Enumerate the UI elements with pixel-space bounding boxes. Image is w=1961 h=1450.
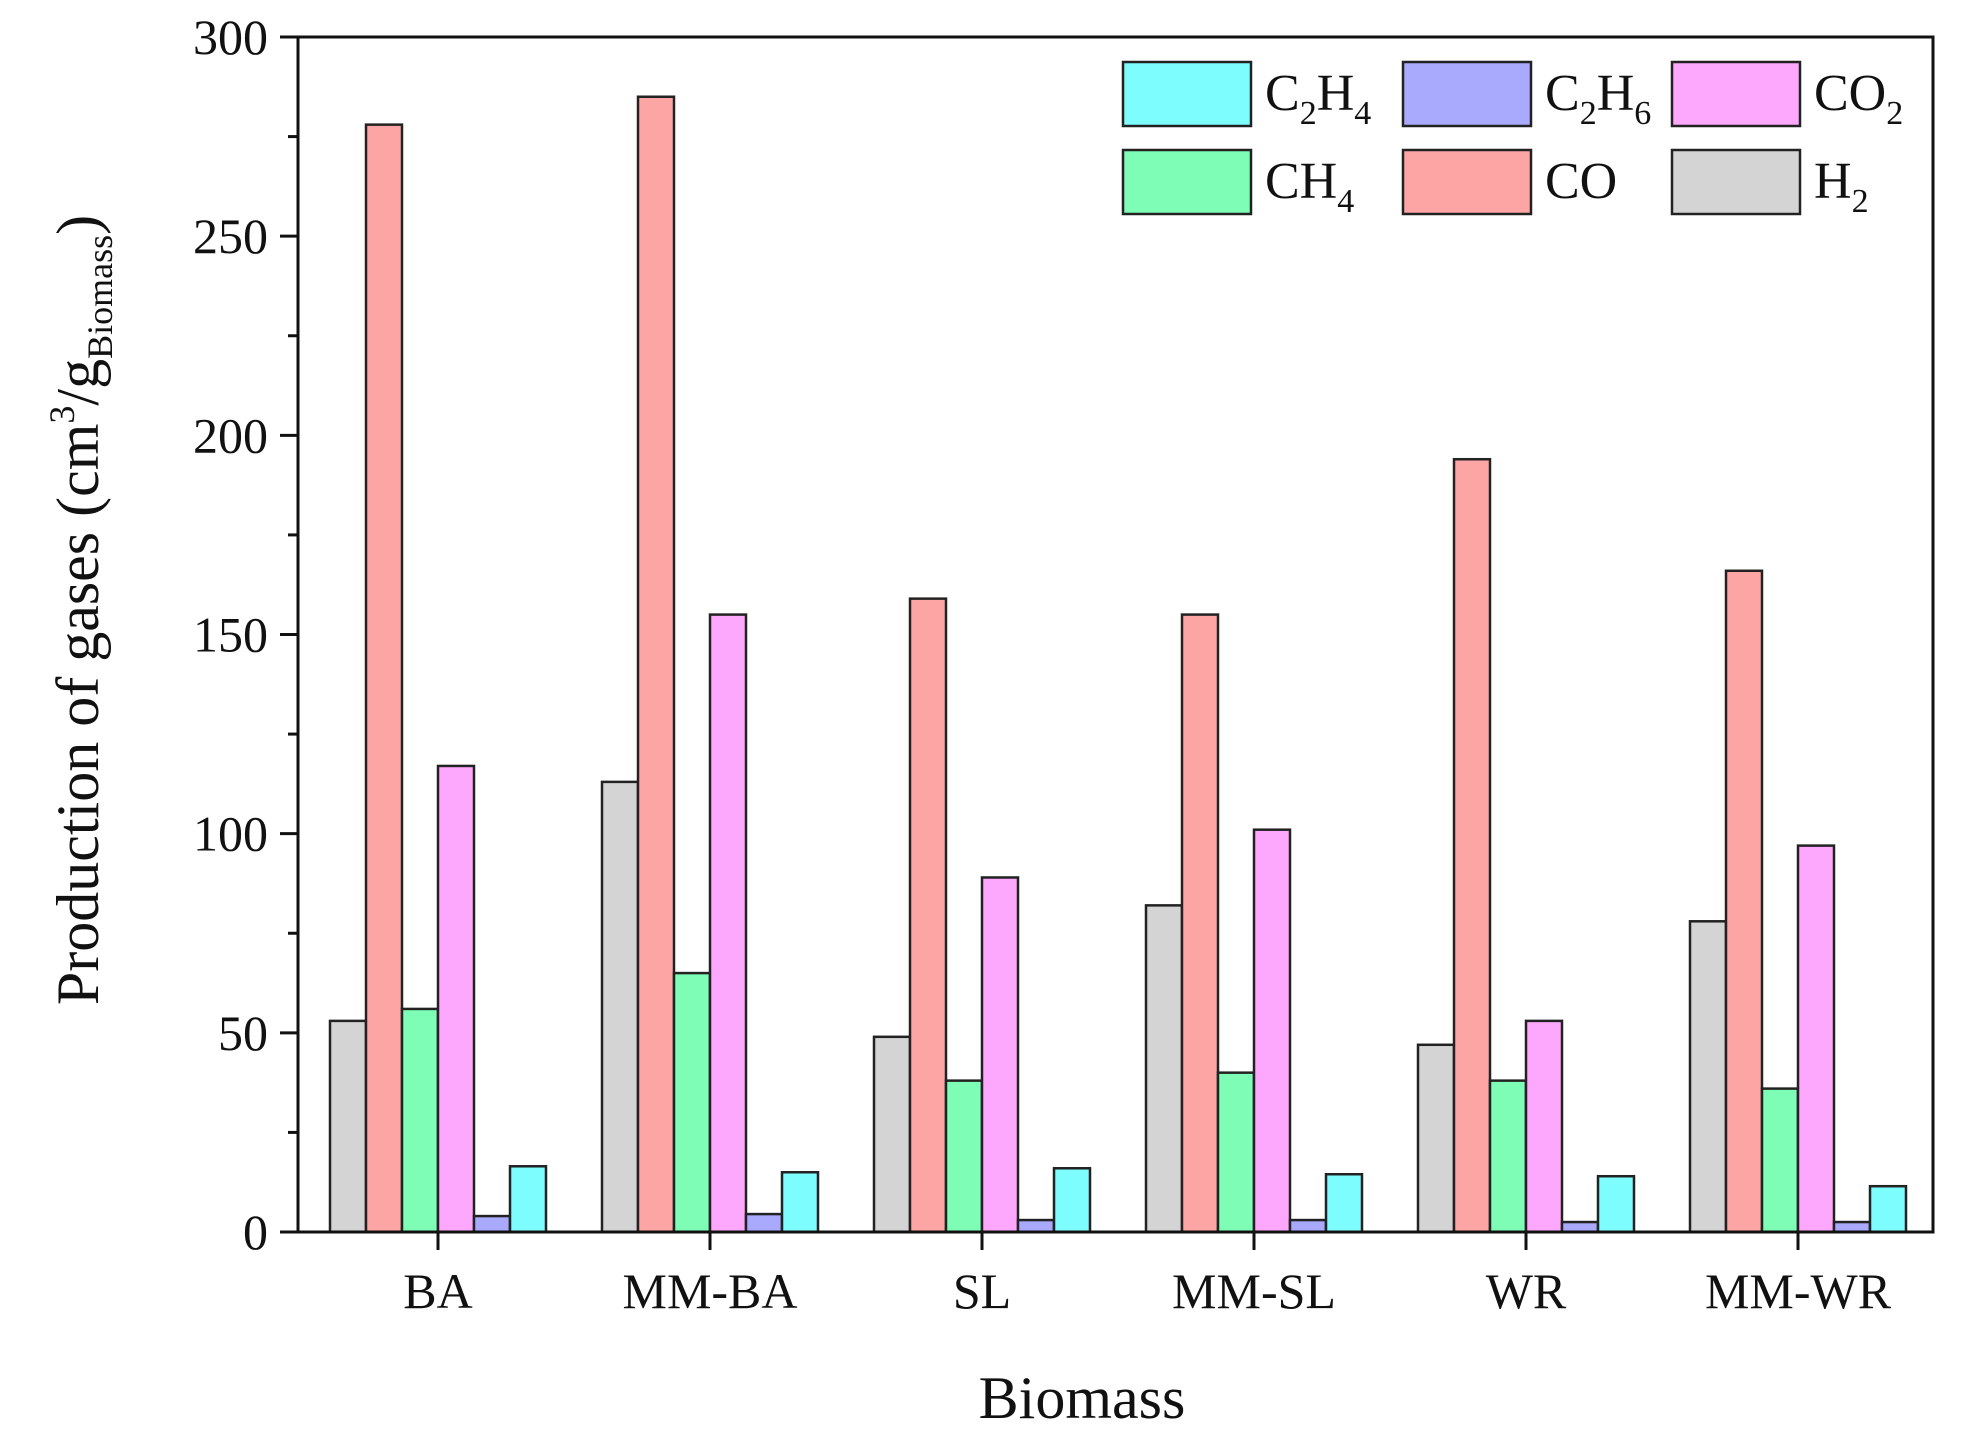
y-tick-label: 150	[193, 607, 268, 663]
y-axis-title-main: Production of gases (cm	[45, 424, 111, 1006]
bar-ch4-wr	[1488, 1079, 1528, 1234]
bar-c2h6-sl	[1016, 1218, 1056, 1234]
y-axis: 0 50 100 150 200 250 300	[193, 9, 298, 1260]
x-tick-label-sl: SL	[953, 1263, 1011, 1319]
bar-co2-mm-wr	[1796, 844, 1836, 1234]
bar-ch4-mm-sl	[1216, 1071, 1256, 1234]
bar-c2h4-sl	[1052, 1167, 1092, 1234]
bar-co-ba	[364, 123, 404, 1234]
legend-label-c2h4: C2H4	[1265, 65, 1371, 132]
legend-label-c2h6: C2H6	[1545, 65, 1651, 132]
bar-h2-mm-ba	[600, 780, 640, 1234]
bar-h2-ba	[328, 1019, 368, 1234]
bar-co-mm-ba	[636, 95, 676, 1234]
y-tick-label: 250	[193, 208, 268, 264]
bars-layer	[328, 95, 1908, 1234]
bar-co2-wr	[1524, 1019, 1564, 1234]
bar-ch4-mm-ba	[672, 971, 712, 1234]
bar-h2-mm-wr	[1688, 920, 1728, 1234]
y-axis-title-end: )	[45, 215, 111, 235]
y-axis-title-sup: 3	[42, 406, 82, 424]
y-tick-label: 200	[193, 407, 268, 463]
y-tick-label: 50	[218, 1005, 268, 1061]
legend-swatch-co	[1401, 148, 1533, 216]
bar-ch4-ba	[400, 1007, 440, 1234]
bar-c2h6-ba	[472, 1214, 512, 1234]
x-tick-label-wr: WR	[1486, 1263, 1567, 1319]
bar-co-mm-sl	[1180, 613, 1220, 1234]
plot-frame	[296, 35, 1935, 1234]
legend-swatch-c2h4	[1121, 60, 1253, 128]
x-tick-label-mm-ba: MM-BA	[622, 1263, 797, 1319]
bar-c2h4-wr	[1596, 1174, 1636, 1234]
bar-co2-mm-ba	[708, 613, 748, 1234]
bar-c2h4-mm-sl	[1324, 1172, 1364, 1234]
legend-label-co2: CO2	[1814, 65, 1903, 132]
bar-ch4-mm-wr	[1760, 1087, 1800, 1234]
y-tick-label: 0	[243, 1204, 268, 1260]
x-tick-label-mm-sl: MM-SL	[1172, 1263, 1336, 1319]
bar-c2h4-ba	[508, 1165, 548, 1234]
bar-co-wr	[1452, 457, 1492, 1234]
bar-c2h6-mm-sl	[1288, 1218, 1328, 1234]
x-tick-label-ba: BA	[403, 1263, 472, 1319]
legend-label-ch4: CH4	[1265, 153, 1354, 220]
bar-co2-mm-sl	[1252, 828, 1292, 1234]
x-tick-label-mm-wr: MM-WR	[1705, 1263, 1892, 1319]
y-axis-title: Production of gases (cm3/gBiomass)	[42, 215, 120, 1005]
bar-h2-mm-sl	[1144, 904, 1184, 1234]
bar-co-mm-wr	[1724, 569, 1764, 1234]
bar-co2-ba	[436, 764, 476, 1234]
x-axis: BA MM-BA SL MM-SL WR MM-WR	[403, 1232, 1892, 1319]
legend-swatch-h2	[1670, 148, 1802, 216]
y-axis-title-mid: /g	[45, 359, 111, 406]
bar-co-sl	[908, 597, 948, 1234]
legend-swatch-ch4	[1121, 148, 1253, 216]
legend: C2H4 C2H6 CO2 CH4 CO H2	[1121, 60, 1903, 220]
legend-swatch-co2	[1670, 60, 1802, 128]
legend-label-h2: H2	[1814, 153, 1869, 220]
bar-h2-sl	[872, 1035, 912, 1234]
bar-c2h4-mm-wr	[1868, 1184, 1908, 1234]
bar-c2h6-mm-ba	[744, 1212, 784, 1234]
bar-h2-wr	[1416, 1043, 1456, 1234]
legend-label-co: CO	[1545, 153, 1617, 210]
y-axis-title-sub: Biomass	[80, 235, 120, 359]
legend-swatch-c2h6	[1401, 60, 1533, 128]
bar-ch4-sl	[944, 1079, 984, 1234]
bar-c2h4-mm-ba	[780, 1171, 820, 1234]
bar-co2-sl	[980, 876, 1020, 1234]
x-axis-title: Biomass	[979, 1365, 1186, 1431]
y-tick-label: 100	[193, 806, 268, 862]
y-tick-label: 300	[193, 9, 268, 65]
